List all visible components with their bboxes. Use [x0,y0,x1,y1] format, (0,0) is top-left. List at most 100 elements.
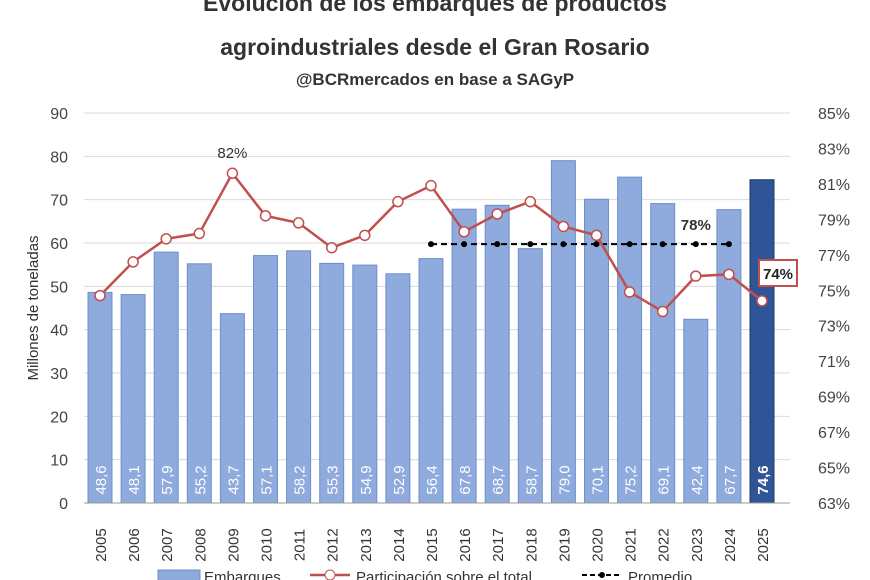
bar [286,250,312,504]
y-tick-label: 70 [50,193,68,210]
participation-marker [359,229,371,242]
y2-tick-label: 83% [818,141,850,158]
bar [716,209,742,504]
bar-data-label: 69,1 [656,465,673,494]
average-marker [461,241,468,248]
bar-data-label: 55,3 [325,465,342,494]
y2-tick-label: 75% [818,283,850,300]
y2-tick-label: 79% [818,212,850,229]
y-tick-label: 40 [50,323,68,340]
y-tick-label: 0 [59,496,68,513]
participation-marker [392,195,404,208]
average-marker [725,241,732,248]
bar [319,262,345,504]
bar-data-label: 74,6 [755,465,772,494]
average-marker [494,241,501,248]
bar-data-label: 58,7 [523,465,540,494]
legend-swatch-embarques [157,569,201,580]
average-marker [560,241,567,248]
legend-marker [599,572,605,578]
bar [352,264,378,504]
participation-marker [623,286,636,298]
y-tick-label: 90 [50,106,68,123]
bar-data-label: 42,4 [689,465,706,494]
x-tick-label: 2007 [159,528,176,561]
bar [451,208,477,504]
x-tick-label: 2016 [457,528,474,561]
y-tick-label: 80 [50,149,68,166]
participation-marker [425,179,437,192]
x-tick-label: 2024 [722,528,739,561]
bar-data-label: 55,2 [192,465,209,494]
bar [484,204,510,504]
x-tick-label: 2017 [490,528,507,561]
bar [153,251,179,504]
bar-data-label: 43,7 [225,465,242,494]
y2-tick-label: 81% [818,177,850,194]
average-marker [692,241,699,248]
y2-tick-label: 85% [818,106,850,123]
x-tick-label: 2022 [656,528,673,561]
participation-marker [590,229,603,242]
participation-marker [723,268,735,281]
participation-marker [127,256,139,268]
legend-marker [324,569,336,580]
y2-tick-label: 63% [818,496,850,513]
bar-data-label: 48,6 [93,465,110,494]
x-tick-label: 2010 [259,528,276,561]
participation-marker [690,270,702,282]
x-tick-label: 2019 [556,528,573,561]
bar [650,203,676,504]
bar-data-label: 52,9 [391,465,408,494]
x-tick-label: 2009 [225,528,242,561]
bar-data-label: 54,9 [358,465,375,494]
bar-data-label: 57,9 [159,465,176,494]
participation-marker [756,295,768,307]
annotation-label: 82% [217,145,247,162]
bar-data-label: 57,1 [259,465,276,494]
bar-data-label: 67,7 [722,465,739,494]
y-tick-label: 30 [50,366,68,383]
bar [749,179,775,504]
y-tick-label: 20 [50,409,68,426]
participation-marker [259,210,272,222]
y2-tick-label: 77% [818,248,850,265]
x-tick-label: 2011 [292,529,309,561]
x-tick-label: 2021 [623,528,640,561]
chart-title-line: Evolución de los embarques de productos [203,0,667,16]
y-tick-label: 50 [50,279,68,296]
y2-tick-label: 67% [818,425,850,442]
y-tick-label: 10 [50,453,68,470]
average-marker [428,241,434,248]
bar [385,273,411,504]
legend-label: Embarques [204,569,281,580]
participation-marker [491,208,503,220]
legend-label: Promedio [628,569,692,580]
bar-data-label: 70,1 [590,465,607,494]
bar-data-label: 79,0 [556,465,573,494]
y-axis-label: Millones de toneladas [25,235,42,380]
x-tick-label: 2020 [590,528,607,561]
chart-title-line-2: agroindustriales desde el Gran Rosario [220,34,650,60]
participation-marker [193,227,206,240]
legend-label: Participación sobre el total [356,569,532,580]
y2-tick-label: 69% [818,390,850,407]
x-tick-label: 2005 [93,528,110,561]
x-tick-label: 2013 [358,528,375,561]
x-tick-label: 2015 [424,528,441,561]
x-tick-label: 2014 [391,528,408,561]
participation-marker [557,220,570,233]
x-tick-label: 2012 [325,528,342,561]
bar-data-label: 68,7 [490,465,507,494]
bar [617,176,643,504]
annotation-box [758,259,798,287]
participation-marker [94,289,106,302]
y2-tick-label: 71% [818,354,850,371]
bar-data-label: 67,8 [457,465,474,494]
annotation-label: 74% [763,266,793,283]
annotation-label: 78% [681,217,711,234]
x-tick-label: 2006 [126,528,143,561]
bar [683,318,709,504]
